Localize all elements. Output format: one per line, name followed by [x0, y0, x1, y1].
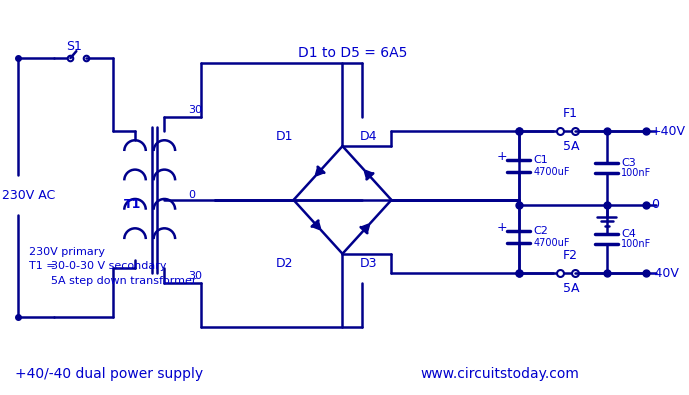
Text: C4: C4	[621, 229, 636, 239]
Text: 0: 0	[650, 198, 659, 211]
Text: C3: C3	[621, 158, 636, 168]
Text: 230V primary: 230V primary	[30, 247, 105, 257]
Text: 5A: 5A	[563, 282, 579, 295]
Text: +: +	[497, 221, 508, 234]
Text: 4700uF: 4700uF	[533, 167, 570, 177]
Polygon shape	[312, 221, 321, 230]
Text: www.circuitstoday.com: www.circuitstoday.com	[421, 367, 579, 381]
Text: T1: T1	[124, 198, 142, 211]
Text: F2: F2	[563, 249, 577, 262]
Text: 100nF: 100nF	[621, 239, 652, 249]
Text: 5A step down transformer: 5A step down transformer	[51, 276, 196, 286]
Text: 4700uF: 4700uF	[533, 238, 570, 248]
Text: F1: F1	[563, 107, 577, 120]
Text: 30: 30	[188, 105, 202, 115]
Text: D1 to D5 = 6A5: D1 to D5 = 6A5	[298, 46, 408, 60]
Text: 30-0-30 V secondary: 30-0-30 V secondary	[51, 261, 166, 271]
Text: +40V: +40V	[650, 125, 686, 138]
Text: C2: C2	[533, 226, 548, 236]
Text: D4: D4	[360, 130, 378, 143]
Text: +40/-40 dual power supply: +40/-40 dual power supply	[14, 367, 203, 381]
Text: 0: 0	[188, 190, 195, 200]
Polygon shape	[315, 167, 325, 176]
Text: S1: S1	[67, 40, 83, 53]
Text: T1 =: T1 =	[30, 261, 56, 271]
Text: D1: D1	[276, 130, 294, 143]
Text: D2: D2	[276, 257, 294, 270]
Text: -40V: -40V	[650, 267, 679, 280]
Polygon shape	[364, 170, 373, 179]
Text: +: +	[497, 150, 508, 163]
Text: 230V AC: 230V AC	[2, 188, 55, 201]
Polygon shape	[361, 224, 370, 233]
Text: 30: 30	[188, 271, 202, 281]
Text: 100nF: 100nF	[621, 168, 652, 178]
Text: 5A: 5A	[563, 139, 579, 152]
Text: C1: C1	[533, 155, 548, 166]
Text: D3: D3	[360, 257, 378, 270]
